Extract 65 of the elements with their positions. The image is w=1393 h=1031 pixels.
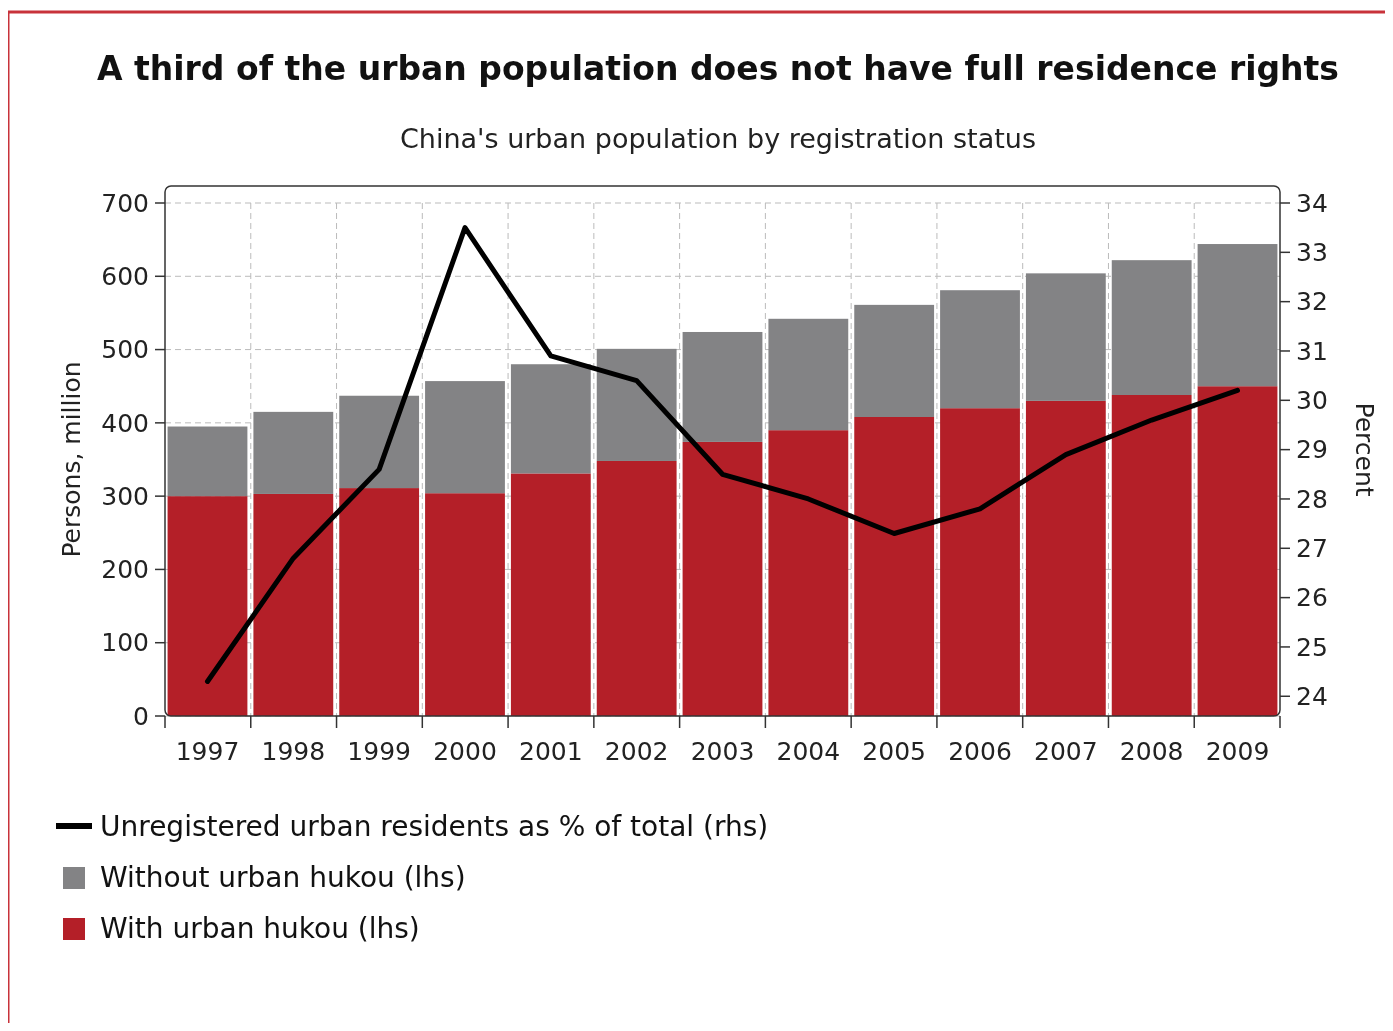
bar xyxy=(510,473,591,716)
y-tick-label: 400 xyxy=(101,408,149,438)
y-tick-label: 600 xyxy=(101,262,149,292)
x-tick-label: 2007 xyxy=(1034,737,1098,766)
y-tick-label: 200 xyxy=(101,555,149,585)
bar xyxy=(1025,400,1106,716)
x-tick-label: 1998 xyxy=(261,737,326,766)
y2-tick-label: 29 xyxy=(1296,435,1328,465)
x-tick-label: 2005 xyxy=(862,737,926,766)
x-tick-label: 2006 xyxy=(948,737,1012,766)
bar xyxy=(1111,260,1192,396)
bar xyxy=(425,381,505,494)
bar xyxy=(253,493,334,716)
y-tick-label: 0 xyxy=(133,701,149,731)
bar xyxy=(854,304,935,417)
bar xyxy=(682,331,763,442)
y-tick-label: 500 xyxy=(101,335,149,365)
bar xyxy=(854,416,935,716)
y-tick-label: 300 xyxy=(101,481,149,511)
bar xyxy=(253,411,334,494)
y2-axis-title: Percent xyxy=(1350,402,1379,497)
y2-tick-label: 34 xyxy=(1296,188,1328,218)
y2-tick-label: 24 xyxy=(1296,682,1328,712)
y2-tick-label: 25 xyxy=(1296,632,1328,662)
bar xyxy=(167,496,248,716)
x-tick-label: 2008 xyxy=(1119,737,1184,766)
bar xyxy=(1197,386,1278,716)
y2-tick-label: 28 xyxy=(1296,484,1328,514)
bar xyxy=(339,395,420,489)
bar xyxy=(768,318,849,431)
y-tick-label: 700 xyxy=(101,188,149,218)
x-tick-label: 2003 xyxy=(690,737,755,766)
y2-tick-label: 26 xyxy=(1296,583,1328,613)
bar xyxy=(768,430,849,716)
x-tick-label: 1997 xyxy=(175,737,240,766)
x-tick-label: 2004 xyxy=(776,737,841,766)
bar xyxy=(1197,244,1278,387)
bar xyxy=(510,364,591,474)
bar xyxy=(1111,395,1192,716)
y2-tick-label: 33 xyxy=(1296,238,1328,268)
y-axis-title: Persons, million xyxy=(57,361,86,558)
legend-label: Without urban hukou (lhs) xyxy=(100,860,466,894)
y2-tick-label: 27 xyxy=(1296,534,1328,564)
y2-tick-label: 32 xyxy=(1296,287,1328,317)
y2-tick-label: 30 xyxy=(1296,386,1328,416)
x-tick-label: 2009 xyxy=(1205,737,1270,766)
legend-label: With urban hukou (lhs) xyxy=(100,911,420,945)
chart-subtitle: China's urban population by registration status xyxy=(399,123,1037,154)
bar xyxy=(596,348,677,461)
bar xyxy=(425,493,505,716)
y-tick-label: 100 xyxy=(101,628,149,658)
chart-title: A third of the urban population does not have full residence rights xyxy=(96,49,1340,88)
x-tick-label: 1999 xyxy=(347,737,411,766)
bar xyxy=(339,488,420,716)
bar xyxy=(940,408,1020,716)
bar xyxy=(1025,273,1106,401)
x-tick-label: 2002 xyxy=(604,737,669,766)
bar xyxy=(596,460,677,716)
bar xyxy=(167,426,248,497)
bar xyxy=(940,290,1020,409)
x-tick-label: 2000 xyxy=(433,737,497,766)
bar xyxy=(682,441,763,716)
x-tick-label: 2001 xyxy=(519,737,583,766)
legend-label: Unregistered urban residents as % of total (rhs) xyxy=(100,809,769,843)
y2-tick-label: 31 xyxy=(1296,336,1328,366)
